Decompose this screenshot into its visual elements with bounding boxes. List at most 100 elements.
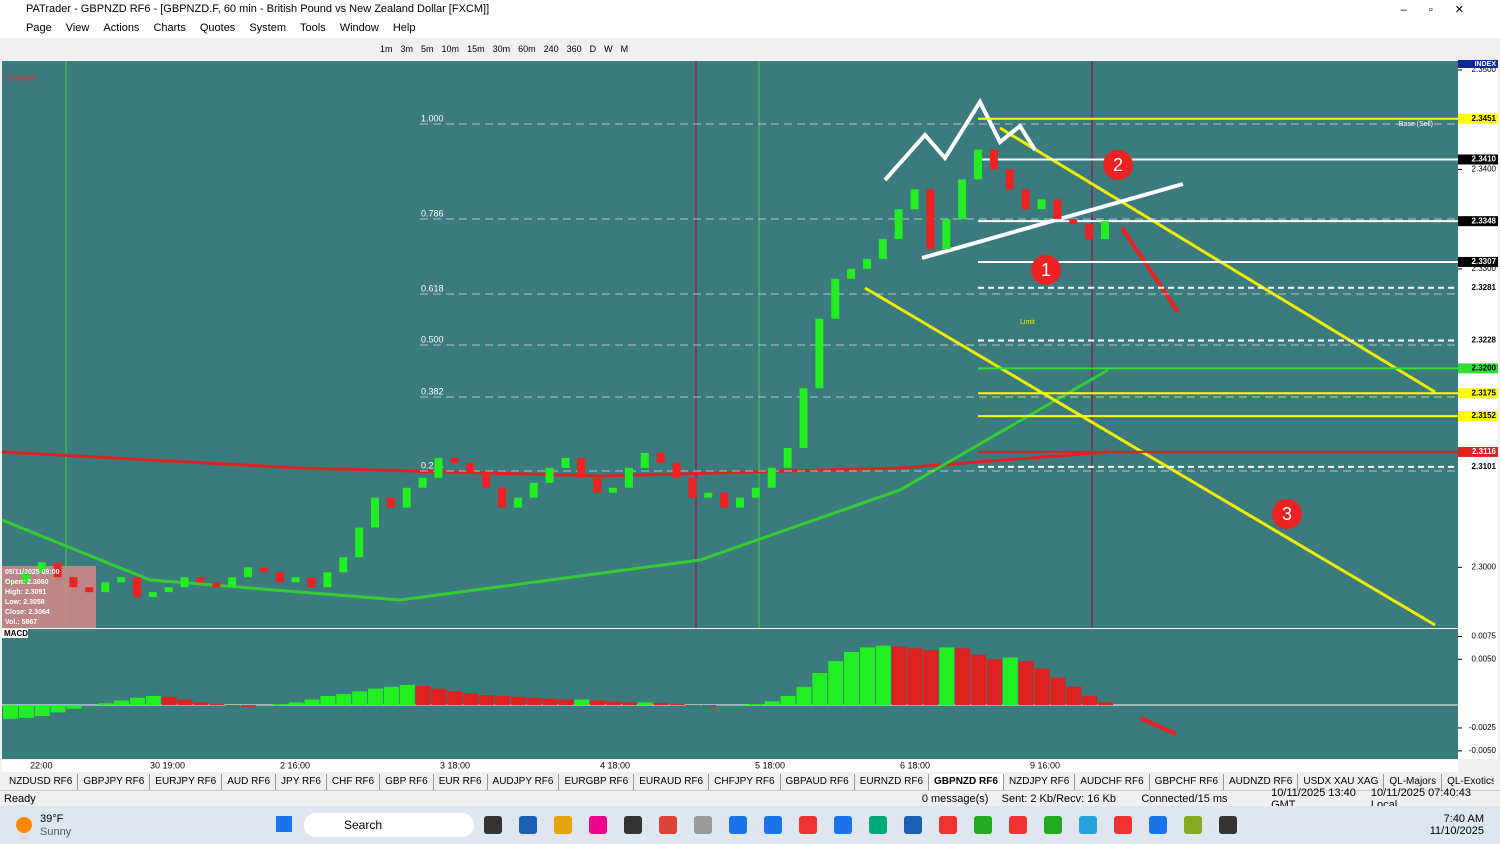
symbol-tab[interactable]: GBPAUD RF6 xyxy=(781,774,855,790)
candle xyxy=(989,149,998,170)
macd-bar xyxy=(733,705,748,707)
app-icon[interactable] xyxy=(1044,816,1062,834)
candle xyxy=(1069,219,1078,225)
app-icon[interactable] xyxy=(659,816,677,834)
app-icon[interactable] xyxy=(1219,816,1237,834)
macd-tick-label: -0.0025 xyxy=(1469,723,1497,732)
timeframe-button[interactable]: 30m xyxy=(492,44,511,54)
symbol-tab[interactable]: EURJPY RF6 xyxy=(150,774,223,790)
symbol-tab[interactable]: EUR RF6 xyxy=(434,774,488,790)
price-marker-label: 2.3152 xyxy=(1472,411,1497,420)
app-icon[interactable] xyxy=(729,816,747,834)
app-icon[interactable] xyxy=(1114,816,1132,834)
start-button[interactable] xyxy=(276,816,292,832)
price-marker xyxy=(1458,411,1498,422)
macd-bar xyxy=(1066,686,1082,706)
candle xyxy=(910,189,919,210)
ohlc-box xyxy=(2,566,96,628)
macd-bar xyxy=(288,702,304,706)
app-icon[interactable] xyxy=(519,816,537,834)
time-label: 30 19:00 xyxy=(150,760,185,770)
symbol-tab[interactable]: GBP RF6 xyxy=(380,774,434,790)
ohlc-line: Vol.: 5867 xyxy=(5,619,37,626)
timeframe-button[interactable]: 5m xyxy=(421,44,434,54)
candle xyxy=(593,477,602,493)
symbol-tab[interactable]: EURGBP RF6 xyxy=(559,774,635,790)
symbol-tab[interactable]: EURNZD RF6 xyxy=(855,774,930,790)
symbol-tab[interactable]: USDX XAU XAG xyxy=(1298,774,1385,790)
menu-item[interactable]: Actions xyxy=(103,22,140,34)
time-axis xyxy=(2,760,1458,772)
symbol-tab[interactable]: AUD RF6 xyxy=(222,774,277,790)
price-marker-label: 2.3307 xyxy=(1472,257,1497,266)
menu-item[interactable]: Page xyxy=(26,22,52,34)
app-icon[interactable] xyxy=(869,816,887,834)
macd-bar xyxy=(98,703,114,706)
time: 7:40 AM xyxy=(1443,813,1484,825)
menu-item[interactable]: Charts xyxy=(153,22,186,34)
symbol-tab[interactable]: EURAUD RF6 xyxy=(634,774,710,790)
timeframe-button[interactable]: 360 xyxy=(566,44,582,54)
timeframe-button[interactable]: 60m xyxy=(518,44,536,54)
window-controls[interactable]: –▫✕ xyxy=(1400,3,1486,16)
menu-item[interactable]: Tools xyxy=(300,22,326,34)
timeframe-button[interactable]: 240 xyxy=(543,44,559,54)
app-icon[interactable] xyxy=(1009,816,1027,834)
symbol-tab[interactable]: JPY RF6 xyxy=(276,774,327,790)
symbol-tab[interactable]: CHFJPY RF6 xyxy=(709,774,781,790)
menu-item[interactable]: Help xyxy=(392,22,416,34)
app-icon[interactable] xyxy=(799,816,817,834)
symbol-tab[interactable]: AUDNZD RF6 xyxy=(1224,774,1299,790)
timeframe-button[interactable]: 15m xyxy=(467,44,485,54)
symbol-tab[interactable]: NZDUSD RF6 xyxy=(4,774,79,790)
app-icon[interactable] xyxy=(939,816,957,834)
symbol-tab[interactable]: QL-Exotics xyxy=(1442,774,1494,790)
menu-item[interactable]: Window xyxy=(339,22,379,34)
app-icon[interactable] xyxy=(624,816,642,834)
symbol-tab[interactable]: GBPNZD RF6 xyxy=(929,774,1004,790)
menu-item[interactable]: View xyxy=(65,22,90,34)
macd-bar xyxy=(574,699,590,706)
candle xyxy=(196,577,205,583)
symbol-tab[interactable]: AUDJPY RF6 xyxy=(488,774,560,790)
menu-item[interactable]: System xyxy=(249,22,286,34)
moving-average xyxy=(1,450,1109,478)
fib-label: 0.214 xyxy=(421,460,444,470)
app-icon[interactable] xyxy=(589,816,607,834)
timeframe-button[interactable]: 1m xyxy=(380,44,393,54)
macd-bar xyxy=(1002,657,1018,706)
app-icon[interactable] xyxy=(694,816,712,834)
app-icon[interactable] xyxy=(834,816,852,834)
menu-item[interactable]: Quotes xyxy=(199,22,236,34)
app-icon[interactable] xyxy=(1184,816,1202,834)
status-state: Ready xyxy=(4,792,36,805)
symbol-tab[interactable]: AUDCHF RF6 xyxy=(1075,774,1150,790)
app-icon[interactable] xyxy=(484,816,502,834)
macd-bar xyxy=(399,684,415,706)
symbol-tab[interactable]: GBPCHF RF6 xyxy=(1150,774,1225,790)
macd-pane xyxy=(2,629,1458,759)
trend-line xyxy=(999,126,1436,394)
candle xyxy=(545,467,554,483)
timeframe-button[interactable]: M xyxy=(620,44,629,54)
timeframe-button[interactable]: D xyxy=(589,44,597,54)
app-icon[interactable] xyxy=(1149,816,1167,834)
app-icon[interactable] xyxy=(904,816,922,834)
app-icon[interactable] xyxy=(554,816,572,834)
timeframe-button[interactable]: 10m xyxy=(441,44,460,54)
fib-label: 0.786 xyxy=(421,208,444,218)
macd-bar xyxy=(209,704,225,706)
app-icon[interactable] xyxy=(1079,816,1097,834)
symbol-tab[interactable]: GBPJPY RF6 xyxy=(78,774,151,790)
symbol-tab[interactable]: NZDJPY RF6 xyxy=(1004,774,1076,790)
symbol-tab[interactable]: QL-Majors xyxy=(1384,774,1443,790)
app-icon[interactable] xyxy=(974,816,992,834)
symbol-tab[interactable]: CHF RF6 xyxy=(327,774,381,790)
app-icon[interactable] xyxy=(764,816,782,834)
timeframe-button[interactable]: W xyxy=(604,44,613,54)
timeframe-button[interactable]: 3m xyxy=(400,44,414,54)
candle xyxy=(291,577,300,583)
macd-bar xyxy=(590,700,606,706)
search-box[interactable]: Search xyxy=(304,813,474,837)
